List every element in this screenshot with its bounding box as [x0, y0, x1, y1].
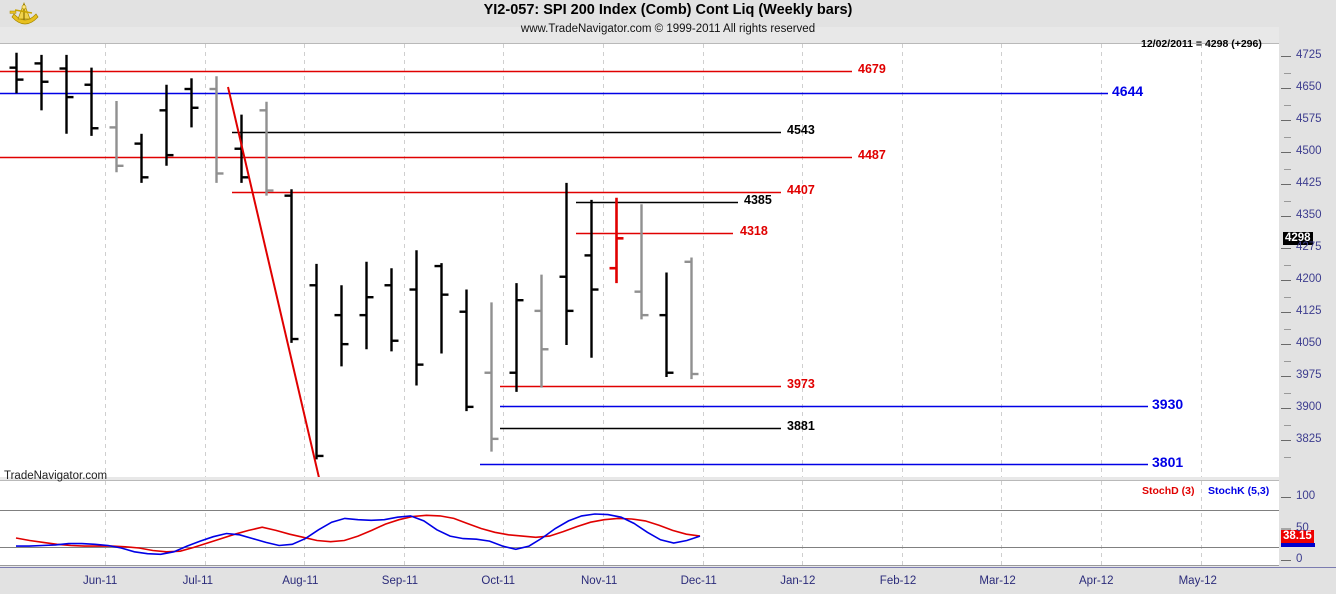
indicator-line [15, 514, 701, 553]
chart-title: YI2-057: SPI 200 Index (Comb) Cont Liq (… [483, 2, 853, 18]
price-plot [0, 44, 1202, 478]
price-level-label: 4543 [787, 123, 815, 137]
date-axis-label: Mar-12 [979, 575, 1016, 587]
indicator-axis-label: 0 [1296, 553, 1303, 565]
price-axis-label: 4650 [1296, 81, 1322, 93]
price-axis-label: 3900 [1296, 401, 1322, 413]
date-axis-label: Aug-11 [282, 575, 319, 587]
chart-header: YI2-057: SPI 200 Index (Comb) Cont Liq (… [0, 0, 1336, 35]
legend-stoch-k[interactable]: StochK (5,3) [1208, 485, 1270, 497]
price-level-label: 3973 [787, 377, 815, 391]
price-axis-label: 4050 [1296, 337, 1322, 349]
price-axis-label: 4575 [1296, 113, 1322, 125]
date-axis-label: Feb-12 [879, 575, 917, 587]
quote-readout: 12/02/2011 = 4298 (+296) [1141, 38, 1262, 50]
date-axis-label: Apr-12 [1079, 575, 1114, 587]
chart-subtitle: www.TradeNavigator.com © 1999-2011 All r… [520, 23, 816, 35]
price-axis-label: 4125 [1296, 305, 1322, 317]
price-level-label: 4644 [1112, 83, 1144, 99]
price-level-label: 4318 [740, 224, 768, 238]
date-axis-label: Jun-11 [83, 575, 118, 587]
price-pane[interactable] [0, 43, 1279, 478]
price-axis[interactable] [1279, 27, 1336, 567]
date-axis-label: Jul-11 [182, 575, 214, 587]
date-axis-label: Nov-11 [581, 575, 618, 587]
price-level-label: 3881 [787, 419, 815, 433]
price-axis-ticks [1281, 56, 1291, 561]
sextant-logo-icon [8, 1, 42, 31]
price-axis-label: 4425 [1296, 177, 1322, 189]
price-level-label: 3930 [1152, 396, 1184, 412]
legend-stoch-d[interactable]: StochD (3) [1142, 485, 1195, 497]
price-axis-label: 3825 [1296, 433, 1322, 445]
date-axis-label: Sep-11 [381, 575, 419, 587]
price-level-label: 4487 [858, 148, 886, 162]
date-axis-label: May-12 [1178, 575, 1217, 587]
date-axis[interactable] [0, 567, 1336, 594]
trendline [227, 86, 321, 478]
price-axis-label: 4725 [1296, 49, 1322, 61]
stochastic-value-bar [1281, 542, 1315, 547]
date-axis-label: Jan-12 [780, 575, 816, 587]
price-axis-label: 4350 [1296, 209, 1322, 221]
indicator-axis-label: 100 [1296, 490, 1316, 502]
date-axis-label: Oct-11 [481, 575, 516, 587]
price-axis-label: 3975 [1296, 369, 1322, 381]
pane-divider [0, 477, 1279, 480]
price-axis-label: 4275 [1296, 241, 1322, 253]
indicator-axis-label: 50 [1296, 521, 1309, 534]
price-level-label: 4407 [787, 183, 815, 197]
stochastic-plot [0, 481, 1279, 566]
current-price-tag: 4298 [1283, 232, 1313, 246]
stochastic-pane[interactable] [0, 480, 1279, 566]
price-level-label: 4679 [858, 62, 886, 76]
indicator-line [16, 513, 701, 556]
price-axis-label: 4500 [1296, 145, 1322, 157]
watermark-label: TradeNavigator.com [4, 470, 108, 482]
price-level-label: 4385 [744, 193, 772, 207]
date-axis-label: Dec-11 [680, 575, 717, 587]
stochastic-value-tag: 38.15 [1281, 529, 1314, 543]
price-level-label: 3801 [1152, 454, 1184, 470]
price-axis-label: 4200 [1296, 273, 1322, 285]
